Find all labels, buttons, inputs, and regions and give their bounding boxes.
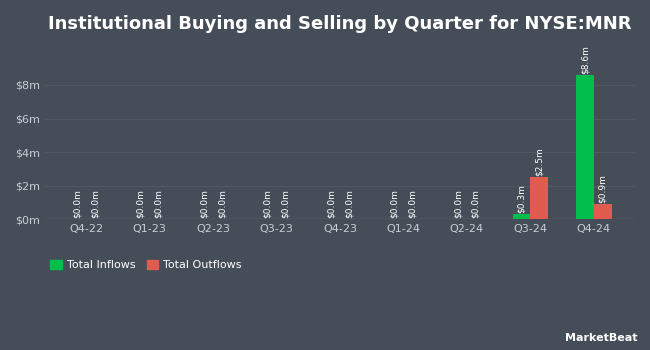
Text: $0.0m: $0.0m	[390, 189, 399, 218]
Bar	[530, 177, 548, 219]
Bar	[513, 214, 530, 219]
Text: MarketBeat: MarketBeat	[564, 333, 637, 343]
Text: $0.0m: $0.0m	[408, 189, 417, 218]
Text: $0.0m: $0.0m	[281, 189, 290, 218]
Text: $8.6m: $8.6m	[580, 45, 590, 74]
Text: $0.9m: $0.9m	[598, 174, 607, 203]
Text: $0.0m: $0.0m	[136, 189, 145, 218]
Text: $0.0m: $0.0m	[154, 189, 163, 218]
Text: $0.0m: $0.0m	[344, 189, 354, 218]
Text: $0.0m: $0.0m	[263, 189, 272, 218]
Legend: Total Inflows, Total Outflows: Total Inflows, Total Outflows	[51, 260, 242, 270]
Text: $0.0m: $0.0m	[326, 189, 335, 218]
Bar	[576, 75, 593, 219]
Title: Institutional Buying and Selling by Quarter for NYSE:MNR: Institutional Buying and Selling by Quar…	[48, 15, 632, 33]
Text: $0.0m: $0.0m	[90, 189, 99, 218]
Text: $0.0m: $0.0m	[471, 189, 480, 218]
Text: $0.3m: $0.3m	[517, 184, 526, 213]
Text: $0.0m: $0.0m	[217, 189, 226, 218]
Text: $0.0m: $0.0m	[73, 189, 82, 218]
Bar	[593, 204, 612, 219]
Text: $0.0m: $0.0m	[454, 189, 462, 218]
Text: $0.0m: $0.0m	[200, 189, 209, 218]
Text: $2.5m: $2.5m	[535, 147, 543, 176]
